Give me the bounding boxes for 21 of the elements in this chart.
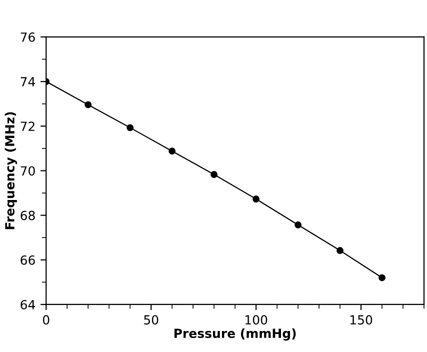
point <box>252 196 260 203</box>
y-tick-label: 76 <box>20 32 35 42</box>
x-tick-label: 150 <box>350 315 372 325</box>
y-tick-label: 74 <box>20 77 35 86</box>
point <box>294 221 302 228</box>
y-tick-label: 66 <box>20 255 35 265</box>
y-axis-title: Frequency (MHz) <box>4 112 18 230</box>
point <box>210 171 218 178</box>
x-tick-label: 0 <box>42 315 50 325</box>
point <box>168 148 176 155</box>
x-tick-label: 100 <box>246 315 268 325</box>
point <box>378 274 386 282</box>
y-tick-label: 72 <box>20 122 34 131</box>
point <box>84 101 92 108</box>
x-axis-title: Pressure (mmHg) <box>174 328 296 341</box>
y-tick-label: 64 <box>20 300 35 310</box>
y-tick-label: 68 <box>20 210 35 220</box>
y-tick-label: 70 <box>20 166 35 176</box>
x-tick-label: 50 <box>144 315 158 325</box>
point <box>126 124 134 132</box>
point <box>336 247 344 254</box>
